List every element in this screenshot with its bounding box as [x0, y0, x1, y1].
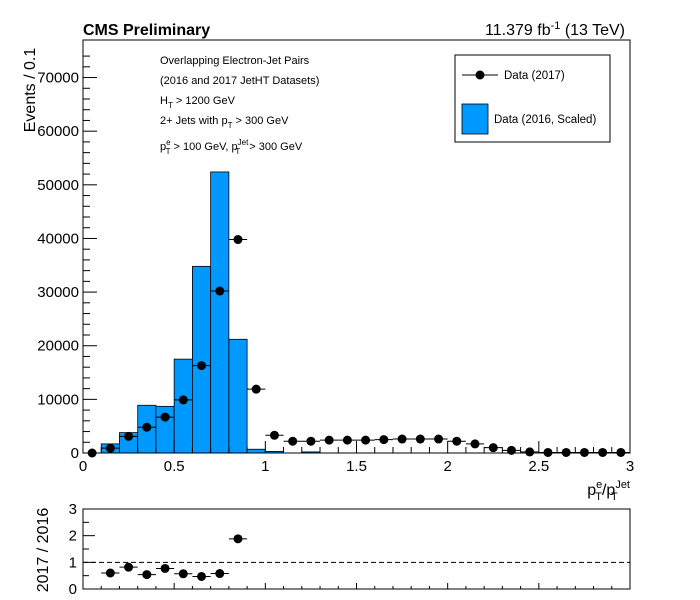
- y-tick-label: 50000: [37, 177, 79, 194]
- annotation-ht: HT > 1200 GeV: [160, 95, 236, 110]
- x-axis-title: pe T/pJet T: [587, 479, 630, 503]
- y-tick-label: 70000: [37, 70, 79, 87]
- x-tick-label: 1.5: [346, 458, 367, 475]
- annotation-jets: 2+ Jets with pT > 300 GeV: [160, 115, 289, 130]
- legend-marker-2017: [475, 70, 485, 80]
- data-point-2017: [525, 447, 535, 457]
- data-point-2017: [197, 361, 207, 371]
- main-x-ticks: 0 0.5 1 1.5 2 2.5 3: [79, 441, 634, 475]
- data-point-2017: [488, 443, 498, 453]
- data-point-2017: [415, 434, 425, 444]
- markers-2017: [83, 235, 630, 458]
- hist-bar: [246, 448, 266, 454]
- data-point-2017: [324, 435, 334, 445]
- y-tick-label: 10000: [37, 391, 79, 408]
- data-point-2017: [397, 434, 407, 444]
- data-point-2017: [342, 435, 352, 445]
- ratio-point: [142, 570, 152, 580]
- ratio-point: [124, 562, 134, 572]
- ratio-plot: 0 1 2 3: [69, 501, 631, 598]
- annotation-pt-cuts: pe T > 100 GeV, pJet T > 300 GeV: [160, 138, 303, 156]
- ratio-y-tick-label: 1: [69, 554, 77, 571]
- x-tick-label: 2.5: [528, 458, 549, 475]
- data-point-2017: [379, 435, 389, 445]
- ratio-point: [178, 569, 188, 579]
- data-point-2017: [452, 436, 462, 446]
- selection-annotations: Overlapping Electron-Jet Pairs (2016 and…: [160, 55, 319, 156]
- data-point-2017: [124, 431, 134, 441]
- data-point-2017: [142, 422, 152, 432]
- x-tick-label: 3: [626, 458, 634, 475]
- data-point-2017: [579, 447, 589, 457]
- data-point-2017: [361, 435, 371, 445]
- main-y-axis-title: Events / 0.1: [22, 48, 39, 133]
- data-point-2017: [306, 436, 316, 446]
- ratio-y-tick-label: 3: [69, 501, 77, 518]
- ratio-point: [105, 568, 115, 578]
- main-plot: 0 0.5 1 1.5 2 2.5 3 0 10000 20000 30000 40000 50000…: [37, 39, 634, 475]
- legend: Data (2017) Data (2016, Scaled): [454, 54, 611, 143]
- x-tick-label: 1: [261, 458, 269, 475]
- histogram-2016: [100, 171, 321, 454]
- data-point-2017: [178, 395, 188, 405]
- data-point-2017: [215, 286, 225, 296]
- annotation-line-2: (2016 and 2017 JetHT Datasets): [160, 75, 319, 87]
- data-point-2017: [616, 447, 626, 457]
- ratio-points: [101, 534, 248, 581]
- hist-bar: [173, 358, 193, 454]
- data-point-2017: [160, 412, 170, 422]
- data-point-2017: [288, 436, 298, 446]
- ratio-point: [233, 534, 243, 544]
- data-point-2017: [233, 235, 243, 245]
- ratio-y-tick-label: 0: [69, 581, 77, 598]
- legend-label-2016: Data (2016, Scaled): [494, 114, 596, 126]
- ratio-plot-frame: [82, 508, 631, 590]
- hist-bar: [210, 171, 230, 454]
- data-point-2017: [561, 447, 571, 457]
- data-point-2017: [470, 439, 480, 449]
- y-tick-label: 60000: [37, 123, 79, 140]
- data-point-2017: [598, 447, 608, 457]
- hist-bar: [228, 338, 248, 454]
- lumi-label: 11.379 fb-1 (13 TeV): [485, 20, 625, 39]
- hist-bar: [191, 265, 212, 454]
- ratio-y-tick-label: 2: [69, 528, 77, 545]
- x-tick-label: 2: [443, 458, 451, 475]
- y-tick-label: 0: [71, 445, 79, 462]
- y-tick-label: 40000: [37, 230, 79, 247]
- y-tick-label: 30000: [37, 284, 79, 301]
- legend-label-2017: Data (2017): [504, 70, 565, 82]
- experiment-label: CMS Preliminary: [83, 22, 210, 39]
- x-tick-label: 0.5: [164, 458, 185, 475]
- data-point-2017: [251, 384, 261, 394]
- annotation-line-1: Overlapping Electron-Jet Pairs: [160, 55, 310, 67]
- x-tick-label: 0: [79, 458, 87, 475]
- data-point-2017: [105, 443, 115, 453]
- ratio-point: [160, 563, 170, 573]
- data-point-2017: [269, 430, 279, 440]
- ratio-y-axis-title: 2017 / 2016: [35, 508, 52, 593]
- y-tick-label: 20000: [37, 338, 79, 355]
- ratio-point: [197, 571, 207, 581]
- ratio-x-ticks: [82, 583, 631, 589]
- ratio-y-ticks: 0 1 2 3: [69, 501, 95, 598]
- legend-swatch-2016: [461, 103, 489, 135]
- ratio-point: [215, 569, 225, 579]
- data-point-2017: [543, 447, 553, 457]
- main-y-ticks: 0 10000 20000 30000 40000 50000 60000 70000: [37, 55, 97, 462]
- data-point-2017: [434, 434, 444, 444]
